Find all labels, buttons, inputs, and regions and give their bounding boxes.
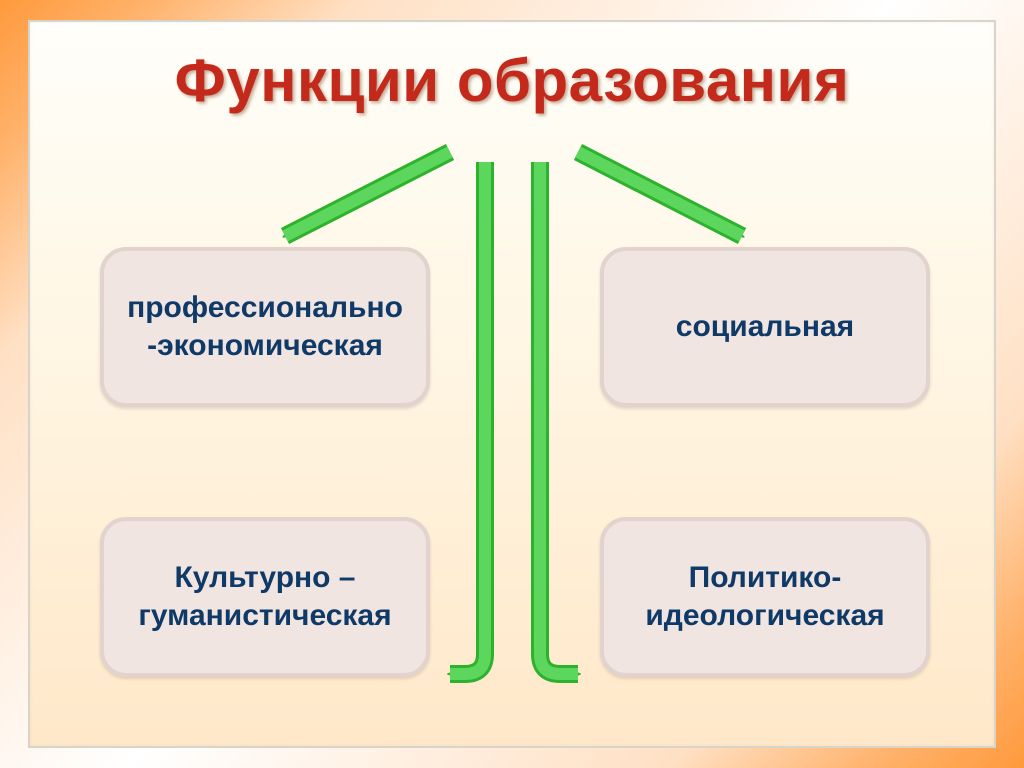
- box-top-left-label: профессионально-экономическая: [127, 289, 403, 366]
- box-bottom-right: Политико-идеологическая: [600, 517, 930, 677]
- slide-outer-frame: Функции образования: [0, 0, 1024, 768]
- box-top-right: социальная: [600, 247, 930, 407]
- box-top-right-label: социальная: [676, 308, 854, 346]
- box-bottom-left-label: Культурно –гуманистическая: [138, 559, 391, 636]
- box-top-left: профессионально-экономическая: [100, 247, 430, 407]
- slide-inner-frame: Функции образования: [28, 20, 996, 748]
- box-bottom-left: Культурно –гуманистическая: [100, 517, 430, 677]
- box-bottom-right-label: Политико-идеологическая: [645, 559, 884, 636]
